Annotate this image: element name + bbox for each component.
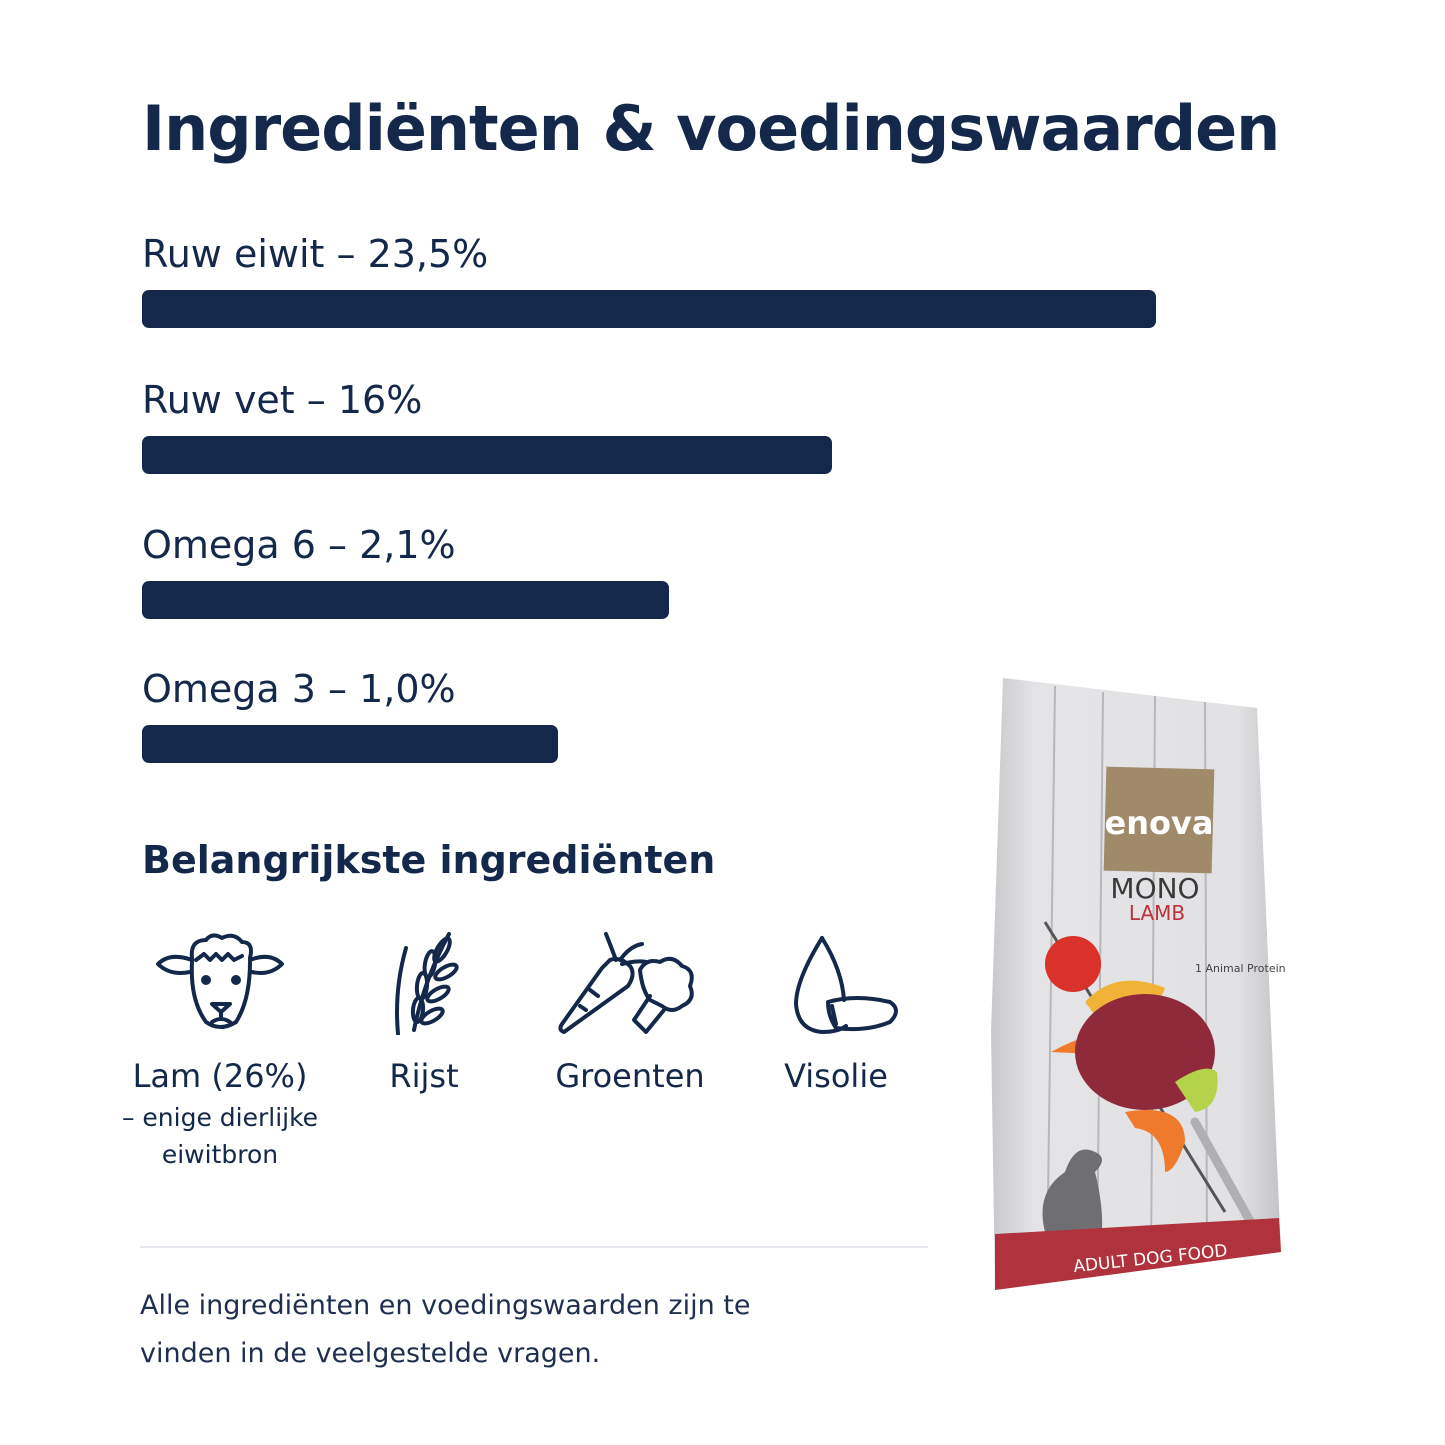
nutrient-omega-3: Omega 3 – 1,0%	[142, 667, 558, 763]
brand-logo: enova	[1105, 804, 1214, 842]
page-title: Ingrediënten & voedingswaarden	[142, 92, 1280, 165]
product-image: enova MONO LAMB 1 Animal Protein ADULT D…	[985, 672, 1295, 1306]
ingredient-groenten: Groenten	[510, 930, 750, 1095]
ingredient-visolie: Visolie	[716, 930, 956, 1095]
vegetables-icon	[558, 932, 694, 1034]
nutrient-label: Ruw vet – 16%	[142, 378, 423, 422]
nutrient-bar	[142, 581, 669, 619]
sheep-icon	[156, 933, 284, 1029]
nutrient-bar	[142, 290, 1156, 328]
footer-note: Alle ingrediënten en voedingswaarden zij…	[140, 1290, 751, 1369]
fish-oil-icon	[794, 936, 898, 1034]
product-bag: enova MONO LAMB 1 Animal Protein ADULT D…	[991, 678, 1286, 1290]
ingredient-label: Groenten	[555, 1057, 705, 1095]
nutrient-omega-6: Omega 6 – 2,1%	[142, 523, 669, 619]
ingredient-lam: Lam (26%) – enige dierlijke eiwitbron	[100, 930, 340, 1173]
ingredient-label: Visolie	[784, 1057, 888, 1095]
product-line: MONO	[1110, 872, 1199, 905]
grain-icon	[395, 932, 459, 1035]
nutrient-label: Omega 3 – 1,0%	[142, 667, 456, 711]
protein-badge: 1 Animal Protein	[1195, 962, 1286, 975]
ingredient-label: Rijst	[389, 1057, 459, 1095]
nutrient-ruw-eiwit: Ruw eiwit – 23,5%	[142, 232, 1156, 328]
ingredient-label: Lam (26%)	[132, 1057, 308, 1095]
ingredients-title: Belangrijkste ingrediënten	[142, 838, 716, 882]
nutrient-label: Omega 6 – 2,1%	[142, 523, 456, 567]
nutrient-ruw-vet: Ruw vet – 16%	[142, 378, 832, 474]
ingredient-note: – enige dierlijke eiwitbron	[121, 1103, 319, 1169]
divider	[140, 1246, 928, 1248]
nutrient-bar	[142, 436, 832, 474]
nutrient-label: Ruw eiwit – 23,5%	[142, 232, 489, 276]
ingredient-rijst: Rijst	[304, 930, 544, 1095]
nutrient-bar	[142, 725, 558, 763]
product-variant: LAMB	[1129, 901, 1185, 925]
